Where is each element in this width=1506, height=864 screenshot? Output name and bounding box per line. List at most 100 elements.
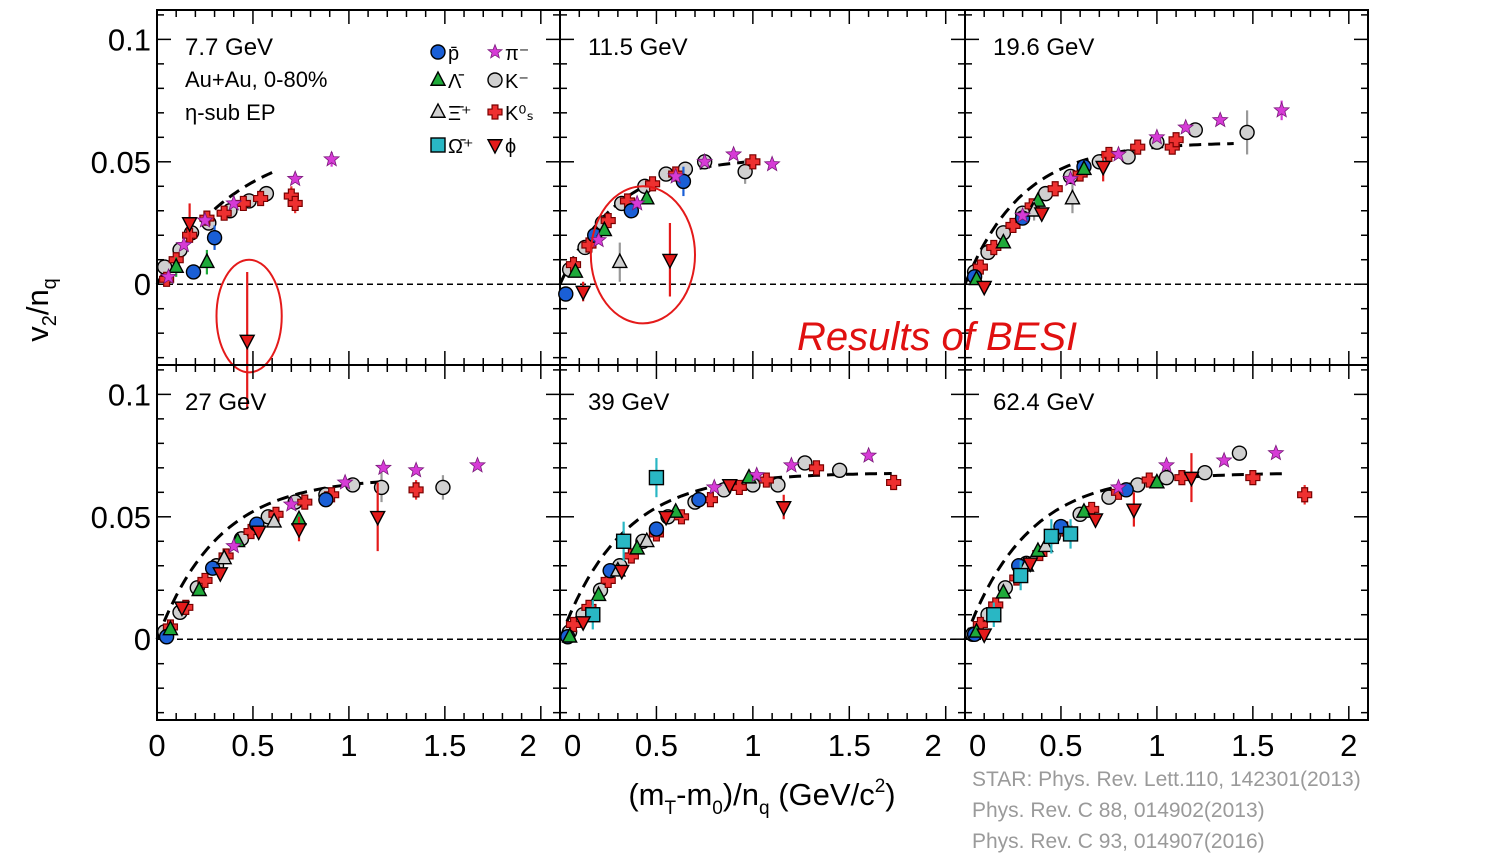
data-point <box>691 491 707 508</box>
energy-label: 19.6 GeV <box>993 34 1094 61</box>
data-point <box>1130 139 1146 155</box>
data-point <box>696 152 714 170</box>
data-point <box>648 469 665 486</box>
data-point <box>1273 101 1291 118</box>
data-point <box>1168 132 1184 148</box>
data-point <box>1109 145 1128 162</box>
data-point <box>745 154 761 170</box>
series-p <box>185 225 223 280</box>
data-point <box>1174 470 1190 486</box>
x-tick-label: 2 <box>924 728 941 763</box>
data-point <box>574 285 592 302</box>
data-point <box>173 601 191 617</box>
series-pi <box>1014 100 1291 223</box>
data-point <box>159 267 178 285</box>
legend-marker-ks <box>487 104 503 120</box>
data-point <box>1012 567 1029 584</box>
data-point <box>1267 444 1285 461</box>
series-lam <box>162 509 308 636</box>
reference-1: Phys. Rev. C 88, 014902(2013) <box>972 799 1265 822</box>
fit-curve <box>558 159 754 285</box>
legend-marker-lam <box>429 70 447 86</box>
energy-label: 62.4 GeV <box>993 389 1094 416</box>
data-point <box>721 479 738 495</box>
legend-marker-om <box>430 137 446 153</box>
data-point <box>1197 465 1213 481</box>
system-label: Au+Au, 0-80% <box>185 67 327 92</box>
energy-label: 27 GeV <box>185 389 266 416</box>
data-point <box>1033 207 1050 223</box>
data-point <box>1109 478 1128 495</box>
data-point <box>268 506 284 522</box>
data-point <box>1075 502 1093 518</box>
data-point <box>286 170 304 187</box>
data-point <box>611 252 628 269</box>
data-point <box>1101 146 1117 163</box>
data-point <box>1095 160 1112 177</box>
data-point <box>1158 469 1175 486</box>
panel-1: 11.5 GeV <box>558 9 966 366</box>
data-point <box>1215 451 1233 468</box>
data-point <box>615 533 632 549</box>
data-point <box>1014 206 1032 223</box>
legend-label-k: K⁻ <box>505 71 529 93</box>
x-tick-label: 1 <box>744 728 761 763</box>
energy-label: 39 GeV <box>588 389 669 416</box>
data-point <box>282 495 300 512</box>
data-point <box>775 501 792 517</box>
data-point <box>225 194 243 211</box>
series-phi <box>173 482 386 617</box>
data-point <box>808 460 825 476</box>
data-point <box>297 494 313 510</box>
series-xi <box>216 512 283 565</box>
data-point <box>565 616 582 633</box>
data-point <box>181 217 198 233</box>
data-point <box>1177 118 1195 135</box>
data-point <box>1075 159 1093 176</box>
panel-0: 7.7 GeV 0 0.05 0.1 <box>91 9 561 410</box>
x-tick-label: 2 <box>520 728 537 763</box>
energy-label: 11.5 GeV <box>588 34 688 61</box>
x-tick-label: 2 <box>1340 728 1357 763</box>
data-point <box>1148 472 1166 489</box>
legend-marker-phi <box>486 139 504 155</box>
panel-2: 19.6 GeV <box>963 9 1369 366</box>
series-ks <box>972 470 1313 633</box>
data-point <box>1062 526 1079 542</box>
data-point <box>1047 181 1063 197</box>
fit-curve <box>963 472 1288 640</box>
legend: p̄ π⁻ Λ̄ K⁻ Ξ̄⁺ K⁰ₛ Ω̄⁺ ϕ <box>429 43 534 158</box>
panel-5: 62.4 GeV 0 0.5 1 1.5 2 <box>963 364 1369 763</box>
fit-curve <box>155 479 388 640</box>
data-point <box>705 478 723 495</box>
data-point <box>638 188 655 205</box>
series-phi <box>574 479 792 632</box>
panel-frame <box>559 9 966 366</box>
panel-3: 27 GeV 0 0.05 0.1 0 0.5 1 1.5 2 <box>91 364 561 763</box>
legend-label-xi: Ξ̄⁺ <box>448 103 472 125</box>
y-tick-label: 0.1 <box>108 22 151 57</box>
data-point <box>590 585 607 602</box>
data-point <box>972 259 988 275</box>
data-point <box>212 567 229 583</box>
data-point <box>168 257 185 274</box>
data-point <box>675 173 692 190</box>
data-point <box>667 167 685 184</box>
data-point <box>648 521 665 537</box>
data-point <box>162 619 179 636</box>
legend-label-p: p̄ <box>448 43 459 65</box>
legend-marker-p <box>430 44 446 60</box>
data-point <box>197 572 213 589</box>
series-lam <box>168 249 216 277</box>
series-p <box>158 491 334 645</box>
series-pi <box>225 456 487 554</box>
panel-4: 39 GeV 0 0.5 1 1.5 2 <box>558 364 966 763</box>
data-point <box>1037 536 1054 553</box>
data-point <box>644 176 661 192</box>
data-point <box>574 616 592 632</box>
x-tick-label: 0 <box>564 728 581 763</box>
x-tick-label: 1.5 <box>1231 728 1274 763</box>
x-tick-label: 0 <box>969 728 986 763</box>
data-point <box>239 334 256 351</box>
data-point <box>253 190 269 207</box>
